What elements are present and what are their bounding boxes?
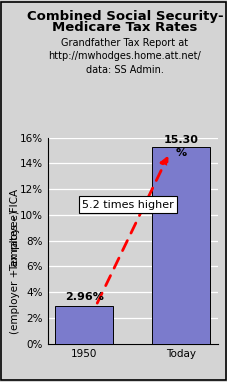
Text: (employer + employee): (employer + employee) — [10, 210, 20, 333]
Text: Medicare Tax Rates: Medicare Tax Rates — [52, 21, 197, 34]
Text: Combined Social Security-: Combined Social Security- — [27, 10, 223, 23]
Text: 15.30: 15.30 — [164, 134, 199, 145]
Bar — [152, 147, 210, 344]
Text: 5.2 times higher: 5.2 times higher — [82, 199, 174, 210]
Bar — [55, 306, 114, 344]
Text: 2.96%: 2.96% — [65, 292, 104, 303]
Text: Grandfather Tax Report at
http://mwhodges.home.att.net/
data: SS Admin.: Grandfather Tax Report at http://mwhodge… — [49, 38, 201, 74]
Text: Tax rates – FICA: Tax rates – FICA — [10, 189, 20, 271]
Text: %: % — [176, 148, 187, 158]
